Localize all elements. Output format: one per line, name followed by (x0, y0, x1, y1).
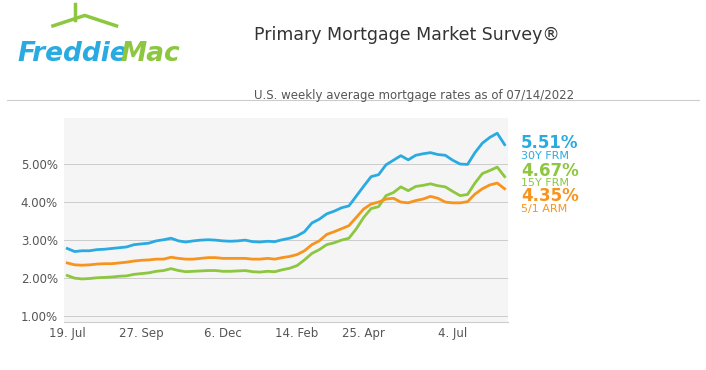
Text: Primary Mortgage Market Survey®: Primary Mortgage Market Survey® (254, 26, 560, 44)
Text: 30Y FRM: 30Y FRM (521, 151, 569, 161)
Text: 15Y FRM: 15Y FRM (521, 178, 569, 188)
Text: U.S. weekly average mortgage rates as of 07/14/2022: U.S. weekly average mortgage rates as of… (254, 89, 574, 102)
Text: Mac: Mac (120, 41, 179, 67)
Text: Freddie: Freddie (18, 41, 128, 67)
Text: 4.67%: 4.67% (521, 162, 579, 180)
Text: 4.35%: 4.35% (521, 187, 579, 205)
Text: 5/1 ARM: 5/1 ARM (521, 204, 568, 213)
Text: 5.51%: 5.51% (521, 134, 578, 152)
